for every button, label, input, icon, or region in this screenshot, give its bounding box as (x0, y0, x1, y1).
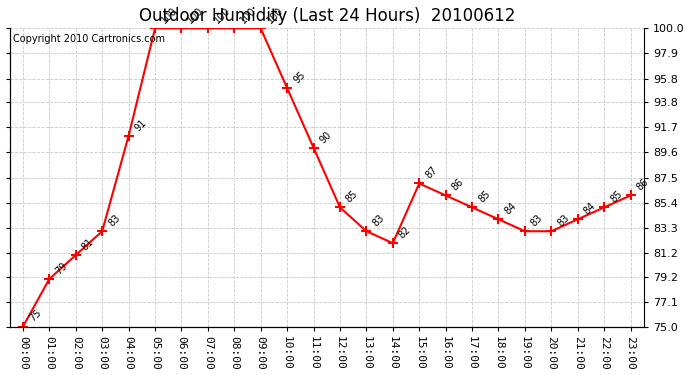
Text: 100: 100 (159, 6, 179, 26)
Text: 83: 83 (371, 213, 386, 228)
Text: 85: 85 (476, 189, 492, 205)
Text: 79: 79 (54, 260, 69, 276)
Text: 100: 100 (186, 6, 206, 26)
Text: 86: 86 (635, 177, 651, 193)
Text: 82: 82 (397, 225, 413, 240)
Text: 84: 84 (582, 201, 598, 216)
Text: 100: 100 (265, 6, 285, 26)
Text: 83: 83 (106, 213, 122, 228)
Text: 85: 85 (609, 189, 624, 205)
Text: 75: 75 (27, 308, 43, 324)
Text: 100: 100 (212, 6, 232, 26)
Text: 95: 95 (291, 69, 307, 85)
Text: 83: 83 (529, 213, 545, 228)
Text: 85: 85 (344, 189, 360, 205)
Text: 87: 87 (424, 165, 440, 181)
Text: 83: 83 (555, 213, 571, 228)
Text: 100: 100 (239, 6, 259, 26)
Text: 91: 91 (132, 117, 148, 133)
Text: 81: 81 (80, 237, 96, 252)
Title: Outdoor Humidity (Last 24 Hours)  20100612: Outdoor Humidity (Last 24 Hours) 2010061… (139, 8, 515, 26)
Text: Copyright 2010 Cartronics.com: Copyright 2010 Cartronics.com (13, 34, 165, 44)
Text: 84: 84 (502, 201, 518, 216)
Text: 90: 90 (317, 129, 333, 145)
Text: 86: 86 (450, 177, 466, 193)
